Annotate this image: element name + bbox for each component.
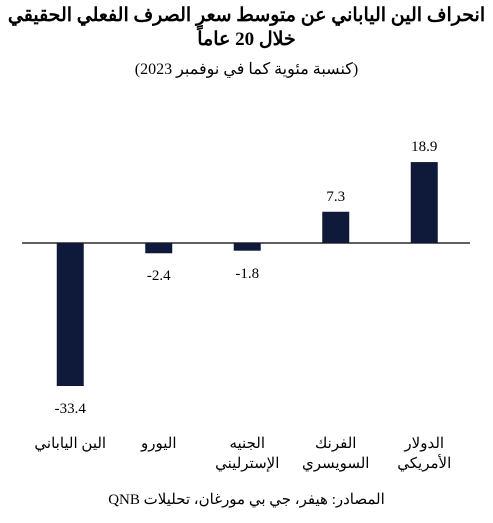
x-tick-label: اليورو (140, 436, 177, 452)
bar (145, 243, 173, 254)
x-tick-label: الفرنك السويسري (302, 436, 370, 472)
source-note: المصادر: هيفر، جي بي مورغان، تحليلات QNB (108, 492, 385, 508)
bar (410, 162, 438, 243)
chart-title-line: خلال 20 عاماً (197, 29, 296, 50)
value-label: 18.9 (411, 139, 438, 156)
chart-subtitle: (كنسبة مئوية كما في نوفمبر 2023) (134, 61, 359, 78)
x-tick-label: الين الياباني (34, 436, 107, 452)
bar (56, 243, 84, 386)
bar (233, 243, 261, 251)
value-label: -1.8 (235, 265, 260, 282)
chart-title: انحراف الين الياباني عن متوسط سعر الصرف … (7, 5, 486, 26)
value-label: -2.4 (146, 268, 171, 285)
value-label: 7.3 (326, 188, 346, 205)
value-label: -33.4 (54, 401, 86, 417)
x-tick-label: الدولار الأمريكي (397, 436, 452, 472)
x-tick-label: الجنيه الإسترليني (215, 436, 280, 472)
bar (322, 211, 350, 243)
